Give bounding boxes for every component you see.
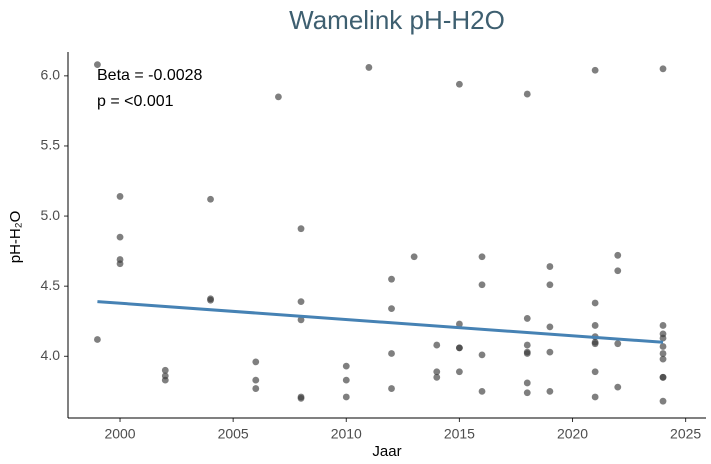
point [523,379,531,387]
point [116,260,124,268]
x-tick-label: 2015 [444,426,475,442]
point [388,275,395,283]
point [659,322,667,329]
point [297,316,305,324]
annotation: Beta = -0.0028 [97,67,203,84]
point [659,373,667,381]
point [342,376,350,384]
point [478,281,486,289]
x-tick-label: 2005 [218,426,249,442]
point [455,344,463,352]
y-tick-label: 4.0 [41,347,61,363]
y-tick-label: 6.0 [41,67,61,83]
point [455,80,463,88]
x-tick-label: 2025 [670,426,701,442]
point [275,93,282,101]
point [252,358,260,366]
point [546,263,554,270]
point [591,368,599,376]
point [388,305,395,313]
point [546,348,554,356]
chart-title: Wamelink pH-H2O [289,5,505,35]
point [478,253,486,261]
point [659,355,667,363]
point [94,336,101,343]
point [478,387,486,395]
annotation: p = <0.001 [97,93,174,110]
point [659,334,667,342]
point [614,267,622,275]
point [252,376,260,384]
point [546,281,554,289]
point [365,64,373,71]
point [523,90,531,98]
point [523,389,531,397]
x-tick-label: 2010 [331,426,362,442]
point [659,397,667,405]
point [546,323,554,331]
point [207,195,214,203]
point [342,362,350,370]
point [659,350,667,357]
point [546,387,554,395]
point [433,341,441,349]
point [297,225,305,233]
x-tick-label: 2020 [557,426,588,442]
point [116,193,124,200]
x-axis-label: Jaar [372,443,401,460]
y-tick-label: 4.5 [41,277,61,293]
point [342,393,350,401]
point [297,298,305,306]
point [591,66,599,74]
point [297,394,305,402]
point [591,299,599,307]
point [252,385,260,392]
point [388,350,395,357]
y-tick-label: 5.0 [41,207,61,223]
point [523,341,531,349]
point [591,340,599,348]
point [523,315,531,322]
point [591,322,599,329]
point [614,383,622,391]
point [591,393,599,401]
point [659,343,667,350]
y-axis-label: pH-H₂O [7,211,24,264]
point [388,385,395,392]
point [433,373,441,381]
y-tick-label: 5.5 [41,137,61,153]
x-tick-label: 2000 [104,426,135,442]
point [478,351,486,359]
trend-line [97,300,664,344]
point [659,65,667,73]
point [614,340,622,348]
point [433,368,441,376]
point [455,368,463,376]
point [94,61,101,69]
point [455,320,463,328]
point [161,366,169,374]
point [410,253,418,261]
point [523,350,531,357]
point [116,233,124,241]
point [614,251,622,259]
point [161,376,169,384]
point [207,296,214,304]
